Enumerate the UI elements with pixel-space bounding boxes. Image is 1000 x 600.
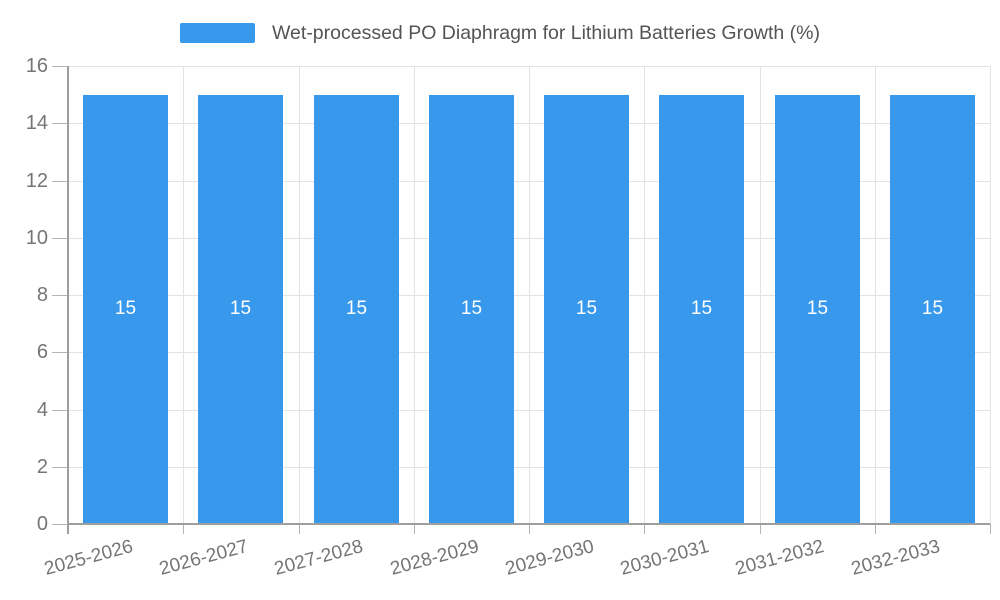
gridline-vertical	[529, 66, 530, 524]
bar[interactable]: 15	[544, 95, 629, 523]
bar[interactable]: 15	[198, 95, 283, 523]
y-axis-tick	[52, 467, 68, 468]
y-axis-tick-label: 12	[25, 170, 48, 192]
gridline-vertical	[875, 66, 876, 524]
y-axis-tick	[52, 123, 68, 124]
y-axis-line	[67, 66, 69, 534]
y-axis-tick	[52, 238, 68, 239]
gridline-vertical	[990, 66, 991, 524]
x-axis-category-label: 2030-2031	[618, 536, 712, 580]
bar[interactable]: 15	[314, 95, 399, 523]
x-axis-tick	[875, 524, 876, 534]
x-axis-line	[68, 523, 990, 525]
y-axis-tick-label: 14	[25, 112, 48, 134]
x-axis-tick	[183, 524, 184, 534]
y-axis-tick	[52, 352, 68, 353]
x-axis-category-label: 2032-2033	[848, 536, 942, 580]
x-axis-category-label: 2029-2030	[502, 536, 597, 580]
bar-value-label: 15	[806, 298, 829, 319]
bar[interactable]: 15	[429, 95, 514, 523]
y-axis-tick-label: 4	[36, 399, 48, 421]
y-axis-tick-label: 2	[36, 456, 48, 478]
x-axis-tick	[760, 524, 761, 534]
gridline-vertical	[299, 66, 300, 524]
gridline-vertical	[644, 66, 645, 524]
y-axis-tick-label: 16	[25, 55, 48, 77]
x-axis-category-label: 2031-2032	[733, 536, 827, 580]
x-axis-tick	[990, 524, 991, 534]
y-axis-tick	[52, 181, 68, 182]
bar-value-label: 15	[575, 298, 598, 319]
gridline-vertical	[760, 66, 761, 524]
legend-label: Wet-processed PO Diaphragm for Lithium B…	[272, 21, 820, 44]
bar-value-label: 15	[229, 298, 252, 319]
y-axis-tick-label: 0	[36, 513, 48, 535]
bar-value-label: 15	[345, 298, 368, 319]
x-axis-tick	[644, 524, 645, 534]
y-axis-tick	[52, 295, 68, 296]
y-axis-tick-label: 8	[36, 284, 48, 306]
legend-swatch	[180, 23, 255, 43]
y-axis-tick-label: 10	[25, 227, 48, 249]
y-axis-tick-label: 6	[36, 341, 48, 363]
x-axis-tick	[529, 524, 530, 534]
bar[interactable]: 15	[890, 95, 975, 523]
gridline-vertical	[183, 66, 184, 524]
x-axis-tick	[299, 524, 300, 534]
x-axis-category-label: 2028-2029	[387, 536, 481, 580]
x-axis-category-label: 2025-2026	[41, 536, 136, 580]
x-axis-category-label: 2026-2027	[157, 536, 251, 580]
gridline-vertical	[414, 66, 415, 524]
y-axis-tick	[52, 66, 68, 67]
y-axis-tick	[52, 524, 68, 525]
y-axis-tick	[52, 410, 68, 411]
x-axis-tick	[414, 524, 415, 534]
bar[interactable]: 15	[659, 95, 744, 523]
legend[interactable]: Wet-processed PO Diaphragm for Lithium B…	[0, 20, 1000, 46]
bar-value-label: 15	[460, 298, 483, 319]
bar[interactable]: 15	[83, 95, 168, 523]
bar-value-label: 15	[690, 298, 713, 319]
bar[interactable]: 15	[775, 95, 860, 523]
bar-value-label: 15	[114, 298, 137, 319]
bar-value-label: 15	[921, 298, 944, 319]
x-axis-category-label: 2027-2028	[272, 536, 366, 580]
